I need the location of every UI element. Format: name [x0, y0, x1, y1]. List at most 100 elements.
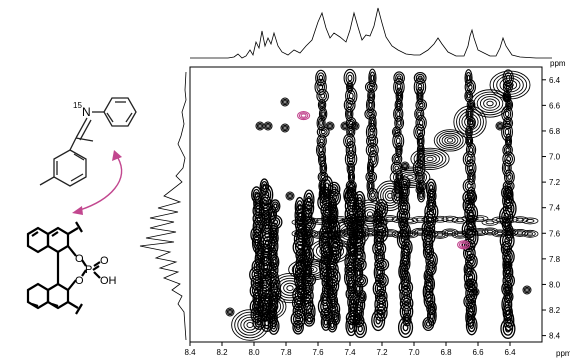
contour-ring [294, 322, 303, 333]
contour-ring [264, 122, 272, 130]
contour-ring [226, 308, 234, 316]
contour-ring [281, 98, 289, 106]
contour-ring [295, 220, 305, 225]
contour-ring [464, 89, 474, 103]
contour-ring [394, 80, 403, 94]
contour-ring [521, 217, 539, 225]
contour-ring [328, 320, 336, 331]
contour-ring [288, 258, 332, 281]
contour-ring [525, 219, 535, 223]
contour-ring [320, 183, 325, 189]
contour-ring [325, 121, 335, 131]
contour-ring [377, 183, 403, 209]
contour-ring [266, 303, 274, 310]
contour-ring [319, 244, 341, 258]
contour-ring [415, 217, 425, 222]
contour-ring [396, 83, 402, 91]
contour-ring [285, 191, 295, 201]
contour-ring [396, 170, 424, 185]
contour-ring [321, 198, 328, 206]
contour-ring [341, 217, 359, 225]
contour-ring [305, 314, 314, 325]
contour-ring [311, 218, 329, 225]
contour-ring [359, 204, 381, 225]
contour-ring [466, 74, 471, 82]
y-tick-label: 7.4 [549, 204, 561, 213]
contour-ring [333, 220, 367, 246]
contour-ring [444, 229, 456, 236]
contour-ring [486, 100, 494, 107]
contour-ring [376, 268, 382, 277]
contour-ring [291, 229, 309, 238]
contour-ring [406, 175, 414, 180]
contour-ring [281, 124, 289, 132]
contour-ring [429, 193, 434, 199]
contour-ring [507, 174, 512, 180]
contour-ring [411, 227, 429, 236]
contour-ring [320, 93, 326, 99]
contour-ring [413, 149, 447, 169]
contour-ring [398, 279, 414, 296]
x-tick-label: 8.4 [184, 348, 196, 357]
acid-oxygen-lower: O [75, 275, 84, 287]
contour-ring [393, 77, 405, 97]
contour-ring [385, 216, 395, 221]
contour-ring [466, 161, 475, 175]
contour-ring [372, 240, 387, 257]
contour-ring [364, 209, 376, 220]
contour-ring [365, 122, 378, 142]
contour-ring [318, 91, 328, 101]
contour-ring [425, 293, 434, 307]
contour-ring [321, 111, 325, 117]
contour-ring [406, 232, 414, 236]
contour-ring [292, 319, 304, 335]
contour-ring [466, 186, 476, 204]
contour-ring [272, 219, 279, 225]
contour-ring [504, 186, 514, 204]
contour-ring [415, 73, 425, 83]
contour-ring [370, 192, 376, 198]
contour-ring [470, 89, 510, 118]
contour-ring [466, 118, 474, 126]
contour-ring [366, 109, 375, 119]
contour-ring [243, 319, 257, 331]
contour-ring [505, 135, 512, 147]
contour-ring [395, 142, 403, 158]
contour-ring [436, 131, 464, 150]
contour-ring [411, 216, 429, 223]
contour-ring [280, 123, 290, 133]
contour-ring [418, 188, 422, 192]
contour-ring [393, 154, 401, 164]
imine-nitrogen-label: N [82, 105, 91, 119]
contour-ring [316, 233, 324, 237]
contour-ring [295, 315, 302, 323]
contour-ring [428, 190, 436, 202]
contour-ring [348, 322, 354, 330]
contour-ring [344, 106, 354, 122]
contour-ring [367, 125, 376, 139]
contour-ring [343, 124, 347, 128]
contour-ring [258, 124, 262, 128]
contour-ring [376, 245, 382, 252]
contour-ring [466, 155, 472, 163]
contour-ring [346, 81, 354, 93]
contour-ring [416, 187, 426, 203]
x-tick-label: 7.6 [312, 348, 324, 357]
contour-ring [465, 263, 473, 275]
contour-ring [499, 77, 521, 93]
contour-ring [328, 124, 332, 128]
contour-ring [346, 89, 356, 103]
contour-ring [318, 74, 324, 82]
contour-ring [465, 91, 472, 101]
x-axis: 8.4 8.2 8.0 7.8 7.6 7.4 7.2 7.0 6.8 6.6 6.4 [184, 341, 542, 357]
contour-ring [371, 155, 376, 163]
contour-ring [355, 285, 361, 292]
contour-ring [431, 215, 449, 223]
contour-ring [311, 231, 329, 239]
contour-ring [283, 126, 287, 130]
contour-ring [373, 313, 384, 328]
contour-ring [466, 231, 474, 235]
contour-ring [402, 173, 418, 182]
contour-ring [283, 100, 287, 104]
contour-ring [319, 189, 326, 201]
